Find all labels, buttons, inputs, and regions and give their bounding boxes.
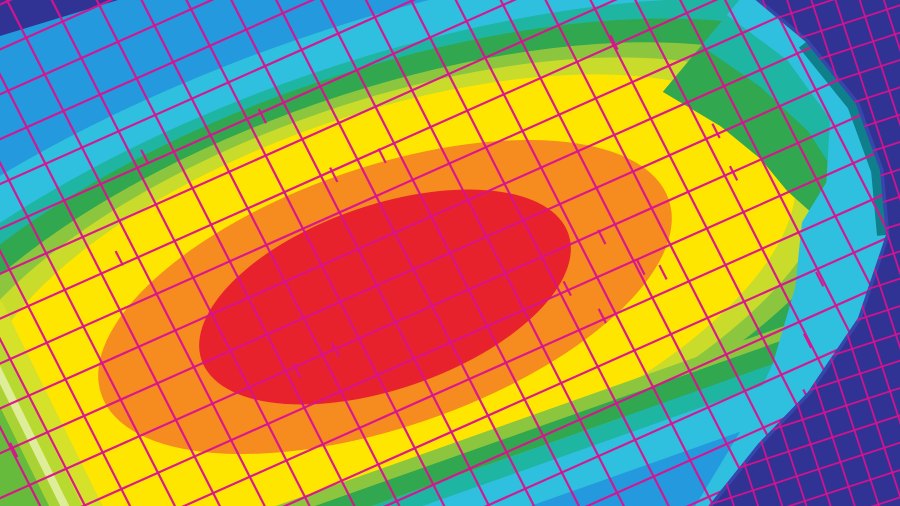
mesh-transition-stub	[728, 165, 739, 181]
mesh-transition-stub	[330, 342, 341, 358]
fold-band	[695, 0, 886, 506]
compressed-band	[422, 336, 900, 506]
mesh-transition-stub	[114, 250, 124, 266]
mesh-transition-stub	[802, 333, 813, 349]
mesh-transition-stub	[815, 271, 825, 287]
side-face	[708, 0, 900, 506]
compressed-band	[314, 298, 900, 506]
mesh-transition-stub	[377, 148, 387, 164]
mesh-transition-stub	[597, 308, 607, 324]
mesh-transition-stub	[140, 149, 150, 165]
mesh-transition-stub	[257, 108, 267, 124]
mesh-transition-stub	[9, 442, 19, 458]
mesh-transition-stub	[609, 34, 619, 51]
mesh-transition-stub	[658, 264, 668, 280]
compressed-band	[275, 285, 900, 506]
mesh-transition-stub	[711, 123, 721, 139]
mesh-transition-stub	[636, 259, 646, 276]
mesh-transition-stub	[597, 229, 607, 245]
mesh-transition-stub	[562, 280, 572, 297]
side-face-edge-highlight	[702, 0, 890, 506]
mesh-transition-stub	[292, 362, 302, 379]
mesh-transition-stub	[329, 167, 339, 183]
contour-band-level-10	[199, 189, 571, 405]
compressed-band	[371, 318, 900, 506]
